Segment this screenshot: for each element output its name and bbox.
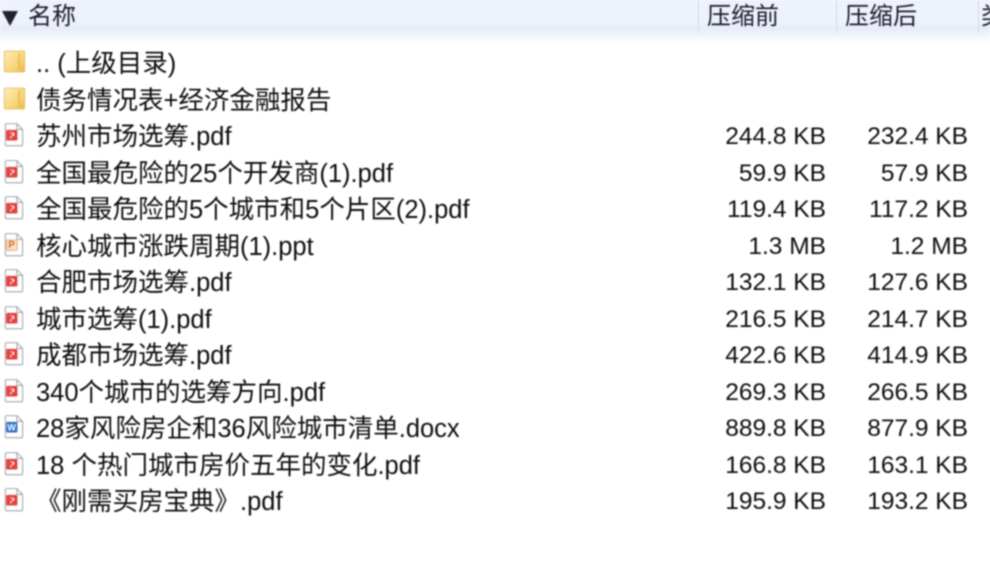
svg-text:P: P — [8, 239, 15, 250]
svg-text:W: W — [7, 422, 16, 432]
